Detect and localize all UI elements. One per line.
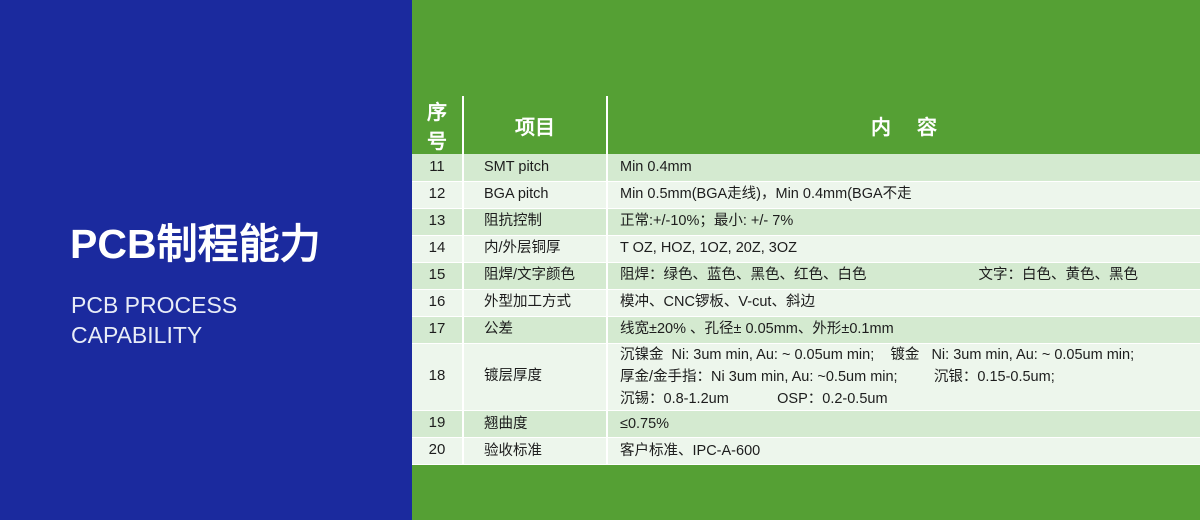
table-row: 19 翘曲度 ≤0.75% <box>412 410 1200 438</box>
table-row: 14 内/外层铜厚 T OZ, HOZ, 1OZ, 20Z, 3OZ <box>412 235 1200 263</box>
page-title-zh: PCB制程能力 <box>70 221 321 267</box>
row-no: 17 <box>412 316 464 344</box>
row-item: 内/外层铜厚 <box>463 235 608 263</box>
row-content-part-1: 阻焊：绿色、蓝色、黑色、红色、白色 <box>620 267 867 284</box>
column-header-no: 序号 <box>412 96 464 154</box>
row-no: 13 <box>412 208 464 236</box>
row-item: 阻抗控制 <box>463 208 608 236</box>
row-content: 阻焊：绿色、蓝色、黑色、红色、白色 文字：白色、黄色、黑色 <box>607 262 1200 290</box>
row-item: 验收标准 <box>463 437 608 465</box>
row-content: T OZ, HOZ, 1OZ, 20Z, 3OZ <box>607 235 1200 263</box>
row-content: 线宽±20% 、孔径± 0.05mm、外形±0.1mm <box>607 316 1200 344</box>
row-no: 18 <box>412 343 464 411</box>
row-no: 15 <box>412 262 464 290</box>
table-row: 13 阻抗控制 正常:+/-10%；最小: +/- 7% <box>412 208 1200 236</box>
row-content: Min 0.5mm(BGA走线)，Min 0.4mm(BGA不走 <box>607 181 1200 209</box>
left-blue-panel: PCB制程能力 PCB PROCESS CAPABILITY <box>0 0 412 520</box>
row-item: 外型加工方式 <box>463 289 608 317</box>
table-row: 11 SMT pitch Min 0.4mm <box>412 154 1200 182</box>
pcb-spec-table: 序号 项目 内容 11 SMT pitch Min 0.4mm 12 BGA p… <box>412 96 1200 465</box>
row-content: 沉镍金 Ni: 3um min, Au: ~ 0.05um min; 镀金 Ni… <box>607 343 1200 411</box>
row-content: 客户标准、IPC-A-600 <box>607 437 1200 465</box>
row-no: 16 <box>412 289 464 317</box>
row-no: 14 <box>412 235 464 263</box>
spec-table-container: 序号 项目 内容 11 SMT pitch Min 0.4mm 12 BGA p… <box>412 96 1200 465</box>
row-item: BGA pitch <box>463 181 608 209</box>
row-item: 镀层厚度 <box>463 343 608 411</box>
row-item: 公差 <box>463 316 608 344</box>
table-row: 12 BGA pitch Min 0.5mm(BGA走线)，Min 0.4mm(… <box>412 181 1200 209</box>
row-item: SMT pitch <box>463 154 608 182</box>
row-item: 翘曲度 <box>463 410 608 438</box>
row-item: 阻焊/文字颜色 <box>463 262 608 290</box>
table-row: 18 镀层厚度 沉镍金 Ni: 3um min, Au: ~ 0.05um mi… <box>412 343 1200 411</box>
column-header-content-b: 容 <box>917 116 937 139</box>
row-content-multiline: 沉镍金 Ni: 3um min, Au: ~ 0.05um min; 镀金 Ni… <box>620 346 1135 407</box>
row-content: 正常:+/-10%；最小: +/- 7% <box>607 208 1200 236</box>
row-content: 模冲、CNC锣板、V-cut、斜边 <box>607 289 1200 317</box>
table-header: 序号 项目 内容 <box>412 96 1200 154</box>
row-no: 12 <box>412 181 464 209</box>
row-no: 20 <box>412 437 464 465</box>
table-header-row: 序号 项目 内容 <box>412 96 1200 154</box>
column-header-item: 项目 <box>463 96 608 154</box>
row-content-part-2: 文字：白色、黄色、黑色 <box>978 267 1139 284</box>
table-row: 16 外型加工方式 模冲、CNC锣板、V-cut、斜边 <box>412 289 1200 317</box>
table-row: 17 公差 线宽±20% 、孔径± 0.05mm、外形±0.1mm <box>412 316 1200 344</box>
table-row: 15 阻焊/文字颜色 阻焊：绿色、蓝色、黑色、红色、白色 文字：白色、黄色、黑色 <box>412 262 1200 290</box>
row-content: ≤0.75% <box>607 410 1200 438</box>
row-no: 19 <box>412 410 464 438</box>
row-content: Min 0.4mm <box>607 154 1200 182</box>
column-header-content: 内容 <box>607 96 1200 154</box>
column-header-content-a: 内 <box>871 116 891 139</box>
page-title-en: PCB PROCESS CAPABILITY <box>71 292 238 349</box>
table-body: 11 SMT pitch Min 0.4mm 12 BGA pitch Min … <box>412 154 1200 465</box>
table-row: 20 验收标准 客户标准、IPC-A-600 <box>412 437 1200 465</box>
row-no: 11 <box>412 154 464 182</box>
